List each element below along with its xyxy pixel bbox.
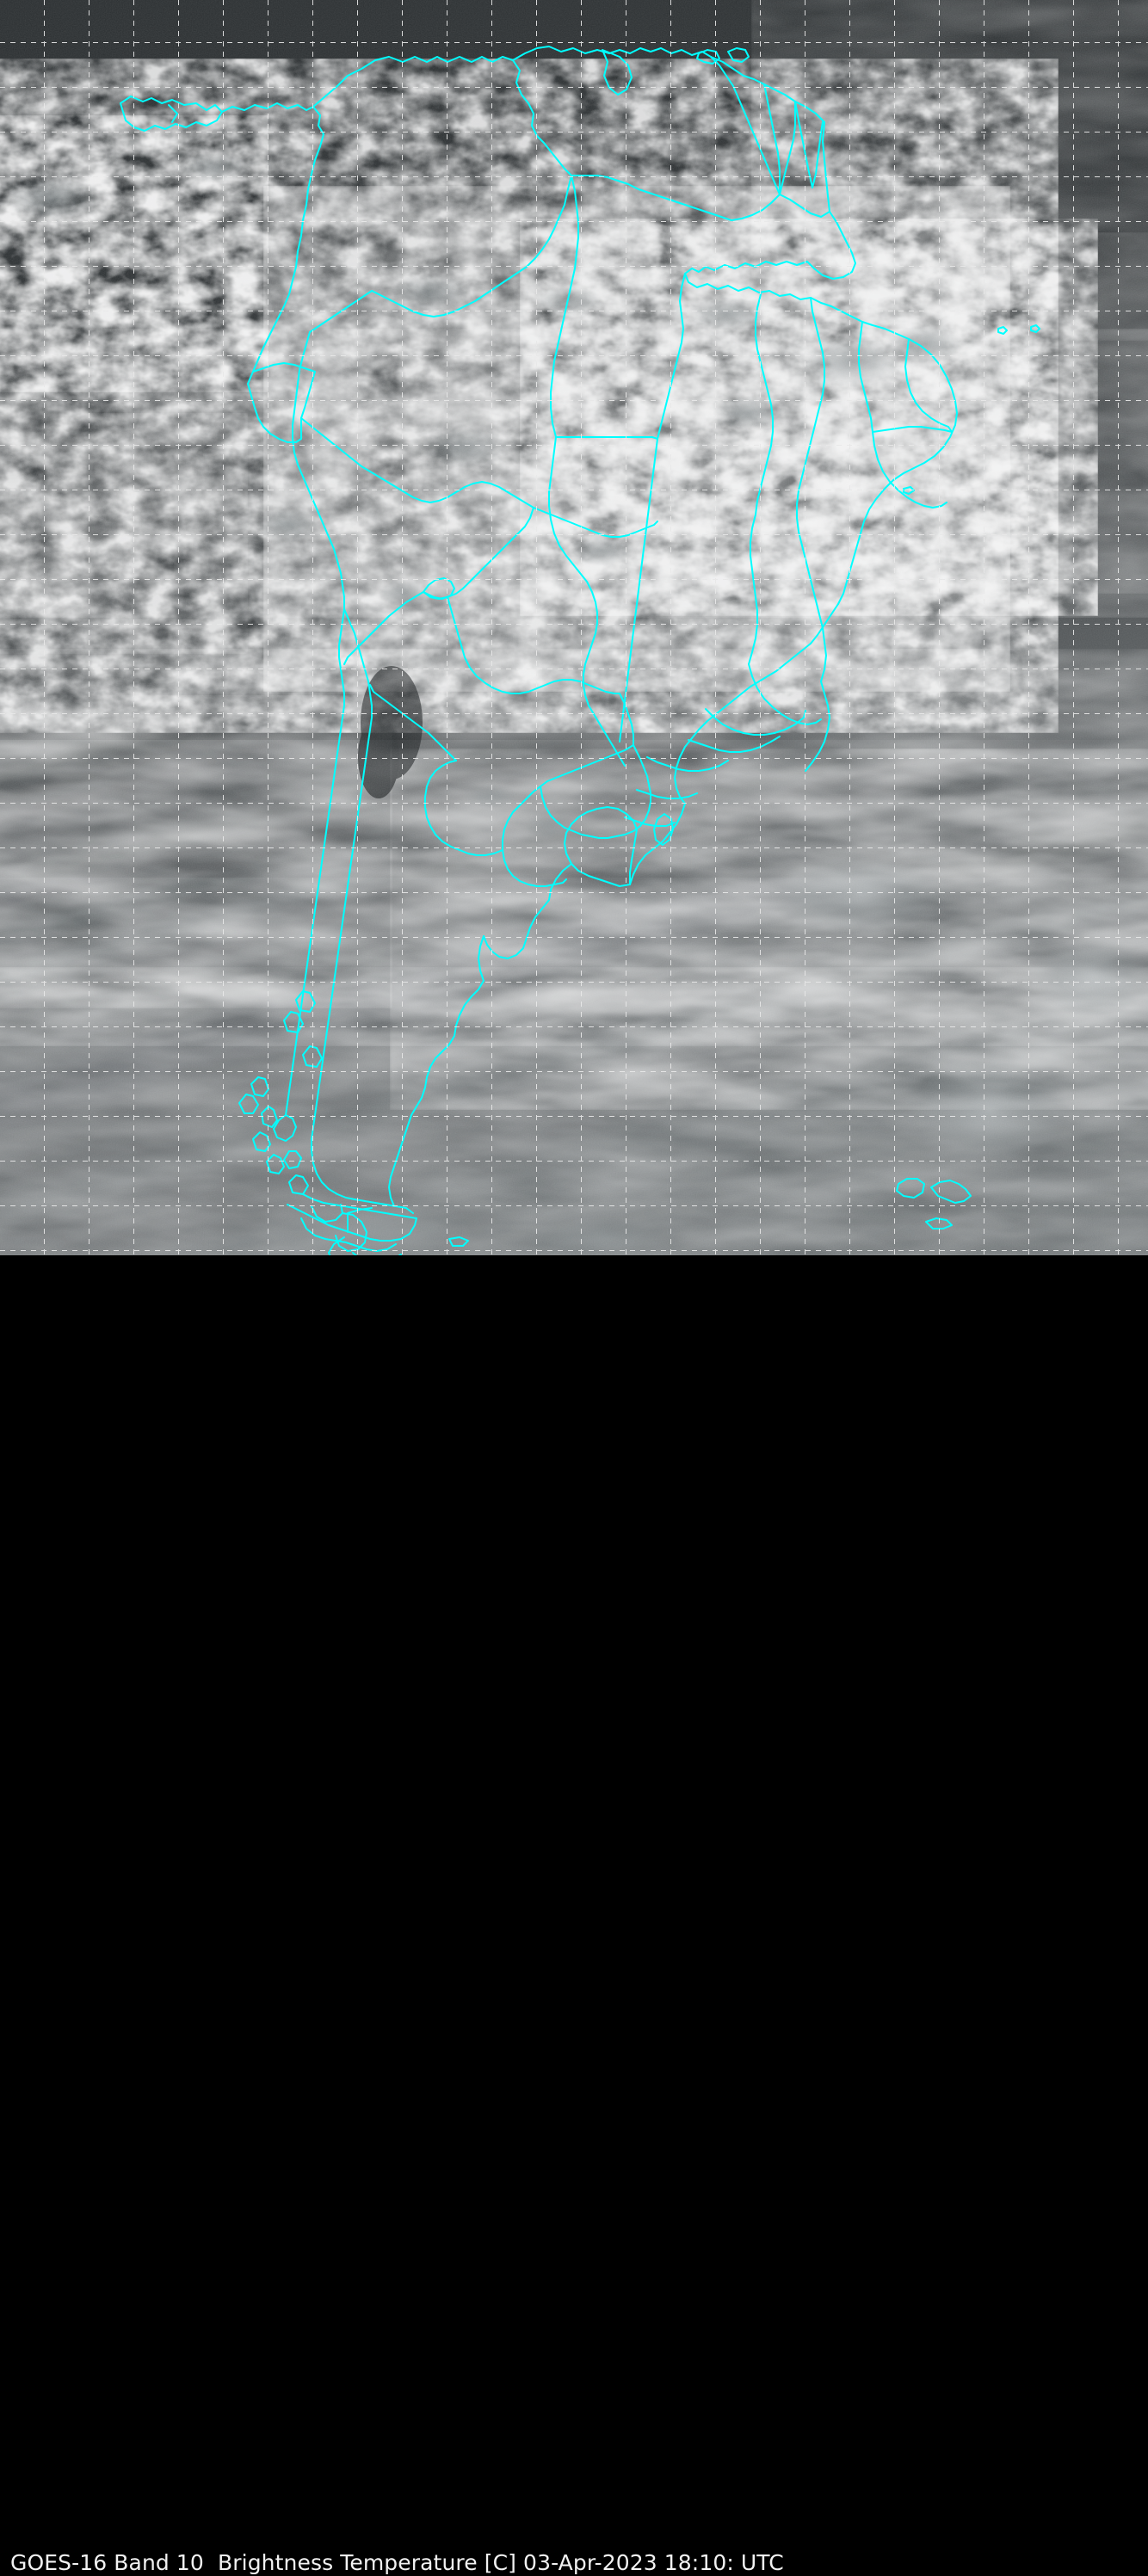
political-boundary-overlay	[120, 46, 1040, 1255]
caption-bar: GOES-16 Band 10 Brightness Temperature […	[0, 1255, 1148, 2575]
image-caption: GOES-16 Band 10 Brightness Temperature […	[10, 2550, 784, 2575]
satellite-image-panel	[0, 0, 1148, 1255]
brightness-temperature-raster	[0, 0, 1148, 1255]
